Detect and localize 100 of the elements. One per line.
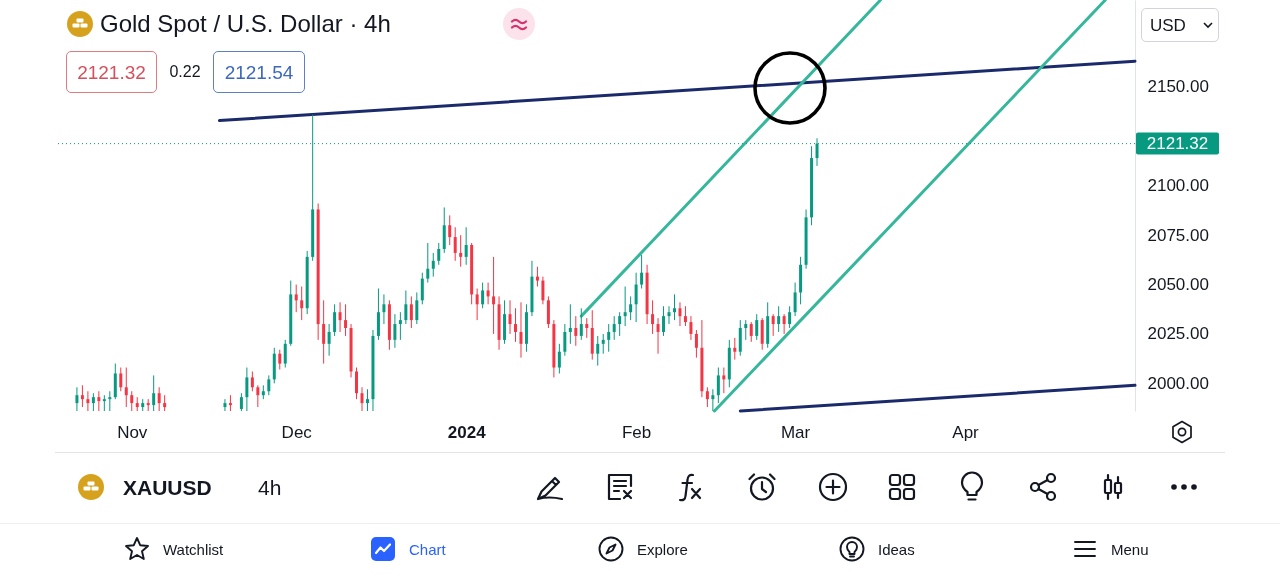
candlestick xyxy=(667,305,671,325)
sell-price-button: 2121.32 xyxy=(66,51,157,93)
candlestick xyxy=(294,284,298,313)
candlestick xyxy=(546,295,550,329)
candlestick xyxy=(344,303,348,337)
candlestick xyxy=(782,313,786,335)
candlestick xyxy=(152,374,156,412)
candlestick xyxy=(749,321,753,343)
candlestick xyxy=(415,291,419,325)
x-tick-label: Dec xyxy=(281,422,313,442)
text: Explore xyxy=(637,540,688,558)
ref-line-label: 2121.32 xyxy=(1146,133,1209,153)
candlestick xyxy=(322,299,326,365)
y-tick-label: 2050.00 xyxy=(1147,275,1209,295)
annotation: 2121.32 xyxy=(77,61,146,83)
candlestick xyxy=(541,276,545,305)
x-tick-label: Nov xyxy=(117,422,148,442)
candlestick xyxy=(640,254,644,289)
text: Menu xyxy=(1111,540,1149,558)
candlestick xyxy=(492,256,496,335)
candlestick xyxy=(629,295,633,321)
candlestick xyxy=(618,311,622,337)
candlestick xyxy=(327,323,331,357)
candlestick xyxy=(376,287,380,341)
x-tick-label: Mar xyxy=(780,422,811,442)
y-tick-label: 2025.00 xyxy=(1147,324,1209,344)
candlestick xyxy=(130,390,134,412)
text: Ideas xyxy=(878,540,915,558)
candlestick xyxy=(788,305,792,329)
candlestick xyxy=(694,329,698,359)
candlestick xyxy=(519,301,523,359)
candlestick xyxy=(716,367,720,404)
candlestick xyxy=(80,384,84,408)
candlestick xyxy=(338,301,342,333)
candlestick xyxy=(689,315,693,341)
candlestick xyxy=(475,287,479,321)
candlestick xyxy=(574,315,578,347)
candlestick xyxy=(420,272,424,305)
candlestick xyxy=(464,226,468,266)
candlestick xyxy=(278,349,282,370)
candlestick xyxy=(113,363,117,400)
y-tick-label: 2150.00 xyxy=(1147,77,1209,97)
candlestick xyxy=(678,301,682,327)
x-tick-label: Apr xyxy=(952,422,980,442)
candlestick xyxy=(568,303,572,345)
candlestick xyxy=(760,317,764,351)
candlestick xyxy=(283,339,287,369)
candlestick xyxy=(486,282,490,305)
candlestick xyxy=(256,384,260,408)
candlestick xyxy=(563,323,567,357)
y-tick-label: 2075.00 xyxy=(1147,225,1209,245)
candlestick xyxy=(733,337,737,361)
candlestick xyxy=(75,386,79,412)
candlestick xyxy=(355,367,359,400)
candlestick xyxy=(771,313,775,337)
candlestick xyxy=(662,305,666,337)
candlestick xyxy=(481,282,485,309)
chart-title: Gold Spot / U.S. Dollar · 4h xyxy=(100,10,391,37)
candlestick xyxy=(409,295,413,329)
candlestick xyxy=(596,335,600,367)
candlestick xyxy=(300,286,304,321)
candlestick xyxy=(223,398,227,412)
candlestick xyxy=(437,242,441,266)
candlestick xyxy=(245,367,249,412)
candlestick xyxy=(777,305,781,333)
candlestick xyxy=(623,286,627,327)
candlestick xyxy=(722,367,726,394)
text: Chart xyxy=(409,540,446,558)
candlestick xyxy=(557,343,561,374)
y-tick-label: 2000.00 xyxy=(1147,373,1209,393)
candlestick xyxy=(124,367,128,408)
x-tick-label: Feb xyxy=(621,422,652,442)
candlestick xyxy=(601,333,605,355)
candlestick xyxy=(459,234,463,268)
candlestick xyxy=(426,242,430,284)
candlestick xyxy=(157,386,161,412)
candlestick xyxy=(250,370,254,392)
text: Watchlist xyxy=(163,540,224,558)
currency-dropdown: USD xyxy=(1141,8,1219,42)
y-tick-label: 2100.00 xyxy=(1147,176,1209,196)
x-tick-label: 2024 xyxy=(447,422,487,442)
candlestick xyxy=(442,206,446,254)
candlestick xyxy=(508,299,512,335)
buy-price-button: 2121.54 xyxy=(213,51,305,93)
candlestick xyxy=(579,307,583,341)
text: XAUUSD xyxy=(123,475,212,499)
candlestick xyxy=(119,367,123,392)
candlestick xyxy=(398,311,402,341)
candlestick xyxy=(382,293,386,325)
candlestick xyxy=(448,214,452,246)
candlestick xyxy=(711,388,715,412)
candlestick xyxy=(97,390,101,412)
candlestick xyxy=(672,293,676,321)
candlestick xyxy=(793,282,797,317)
candlestick xyxy=(744,319,748,341)
candlestick xyxy=(108,390,112,412)
candlestick xyxy=(535,266,539,288)
candlestick xyxy=(393,313,397,349)
candlestick xyxy=(333,303,337,337)
candlestick xyxy=(607,323,611,353)
